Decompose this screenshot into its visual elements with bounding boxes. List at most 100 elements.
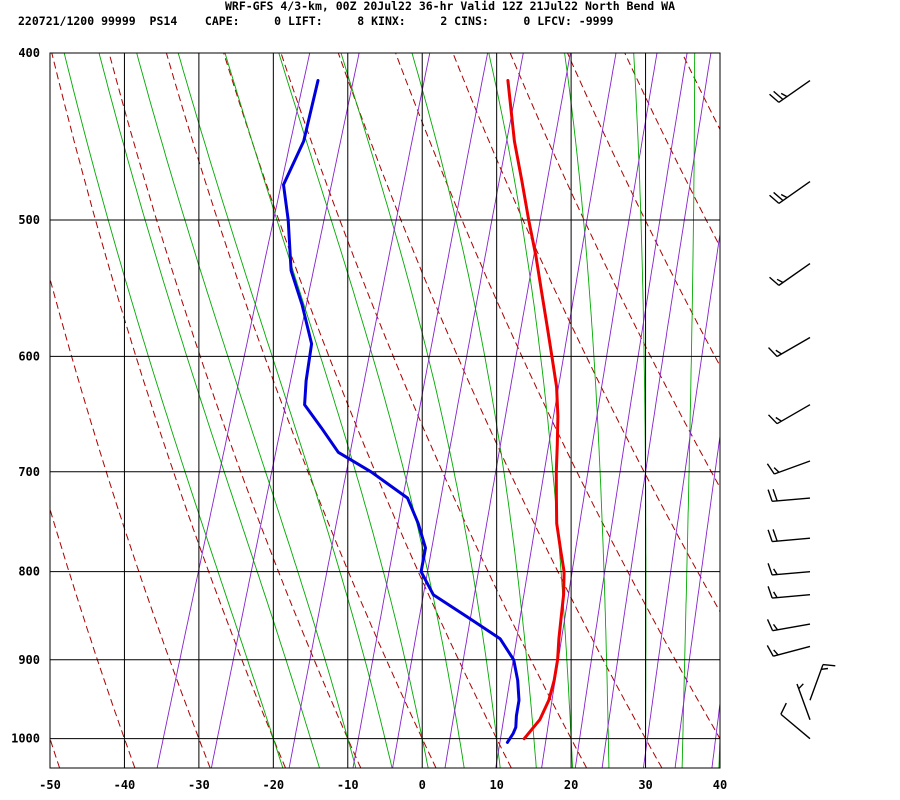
- wind-barb-staff: [778, 181, 811, 204]
- wind-barb: [809, 663, 836, 701]
- mixing-ratio-line: [642, 231, 720, 768]
- wind-barb-feather: [766, 463, 775, 475]
- moist-adiabat: [867, 34, 900, 768]
- wind-barb-staff: [778, 263, 811, 286]
- wind-barb: [767, 586, 811, 599]
- wind-barb-staff: [772, 594, 811, 599]
- moist-adiabat: [278, 53, 465, 768]
- moist-adiabat: [681, 53, 696, 768]
- mixing-ratio-line: [601, 53, 712, 768]
- wind-barb-feather: [773, 191, 784, 202]
- wind-barb-staff: [780, 713, 811, 740]
- dry-adiabat: [51, 53, 286, 768]
- wind-barb: [766, 645, 811, 657]
- background-lines: [50, 34, 900, 768]
- temperature-tick-label: -50: [39, 778, 61, 792]
- moist-adiabat: [136, 53, 357, 768]
- wind-barb-feather: [767, 489, 773, 502]
- wind-barb-staff: [772, 623, 811, 632]
- wind-barb: [767, 529, 811, 543]
- wind-barb-feather: [780, 92, 788, 98]
- pressure-tick-label: 500: [18, 213, 40, 227]
- moist-adiabat: [411, 53, 537, 768]
- moist-adiabat: [633, 53, 647, 768]
- wind-barb-feather: [776, 278, 784, 284]
- mixing-ratio-line: [156, 53, 311, 768]
- mixing-ratio-line: [495, 53, 617, 768]
- wind-barb-feather: [769, 93, 780, 103]
- dry-adiabat: [50, 277, 211, 768]
- wind-barb-staff: [772, 570, 811, 576]
- wind-barb: [769, 79, 811, 103]
- temperature-profile: [506, 79, 566, 741]
- pressure-tick-label: 800: [18, 565, 40, 579]
- sounding-profiles: [282, 79, 566, 744]
- dry-adiabat: [566, 53, 720, 367]
- wind-barb-feather: [822, 663, 836, 667]
- wind-barbs: [766, 79, 836, 740]
- moist-adiabat: [224, 53, 429, 768]
- wind-barb: [767, 336, 811, 358]
- temperature-tick-label: -40: [114, 778, 136, 792]
- wind-barb-feather: [766, 645, 774, 657]
- wind-barb-feather: [780, 702, 787, 715]
- wind-barb-staff: [778, 79, 811, 103]
- wind-barb-feather: [767, 563, 773, 576]
- wind-barb-staff: [772, 497, 811, 503]
- wind-barb-feather: [821, 667, 829, 670]
- dry-adiabat: [108, 53, 362, 768]
- pressure-tick-label: 900: [18, 653, 40, 667]
- moist-adiabat: [564, 53, 610, 768]
- mixing-ratio-line: [210, 53, 360, 768]
- wind-barb-staff: [772, 537, 811, 543]
- wind-barb-feather: [769, 276, 780, 286]
- wind-barb: [780, 702, 811, 740]
- pressure-tick-label: 700: [18, 465, 40, 479]
- temperature-tick-label: 0: [419, 778, 426, 792]
- wind-barb-staff: [809, 664, 824, 701]
- wind-barb: [767, 488, 811, 503]
- wind-barb-feather: [767, 347, 778, 357]
- temperature-tick-label: -30: [188, 778, 210, 792]
- isobar-grid: [50, 52, 720, 740]
- dewpoint-profile: [282, 79, 521, 744]
- wind-barb-feather: [769, 194, 780, 204]
- moist-adiabat: [98, 53, 320, 768]
- dry-adiabat: [165, 53, 437, 768]
- dry-adiabat: [624, 53, 720, 248]
- dry-adiabat: [844, 34, 900, 768]
- pressure-tick-label: 1000: [11, 732, 40, 746]
- moist-adiabat: [340, 53, 501, 768]
- wind-barb-feather: [767, 414, 778, 425]
- mixing-ratio-line: [444, 53, 571, 768]
- mixing-ratio-line: [288, 53, 431, 768]
- mixing-ratio-line: [574, 53, 688, 768]
- mixing-ratio-line: [392, 53, 524, 768]
- wind-barb-feather: [772, 488, 778, 502]
- wind-barb: [766, 619, 811, 632]
- wind-barb-staff: [773, 645, 811, 657]
- dry-adiabat: [452, 53, 720, 613]
- temperature-tick-label: -10: [337, 778, 359, 792]
- wind-barb-feather: [780, 193, 788, 199]
- dry-adiabat: [223, 53, 512, 768]
- mixing-ratio-line: [749, 34, 844, 768]
- wind-barb-staff: [774, 460, 811, 475]
- moist-adiabat: [830, 34, 887, 768]
- dry-adiabat: [280, 53, 588, 768]
- wind-barb-feather: [767, 529, 773, 542]
- wind-barb: [767, 563, 811, 576]
- isotherm-grid: [123, 53, 647, 768]
- dry-adiabat: [730, 34, 900, 768]
- wind-barb: [796, 683, 811, 720]
- pressure-tick-label: 400: [18, 46, 40, 60]
- mixing-ratio-line: [711, 699, 720, 768]
- moist-adiabat: [177, 53, 393, 768]
- wind-barb: [769, 181, 811, 204]
- temperature-tick-label: 20: [564, 778, 578, 792]
- chart-title: WRF-GFS 4/3-km, 00Z 20Jul22 36-hr Valid …: [224, 0, 676, 13]
- wind-barb-feather: [773, 591, 778, 598]
- wind-barb-staff: [776, 336, 811, 358]
- wind-barb-feather: [773, 649, 779, 656]
